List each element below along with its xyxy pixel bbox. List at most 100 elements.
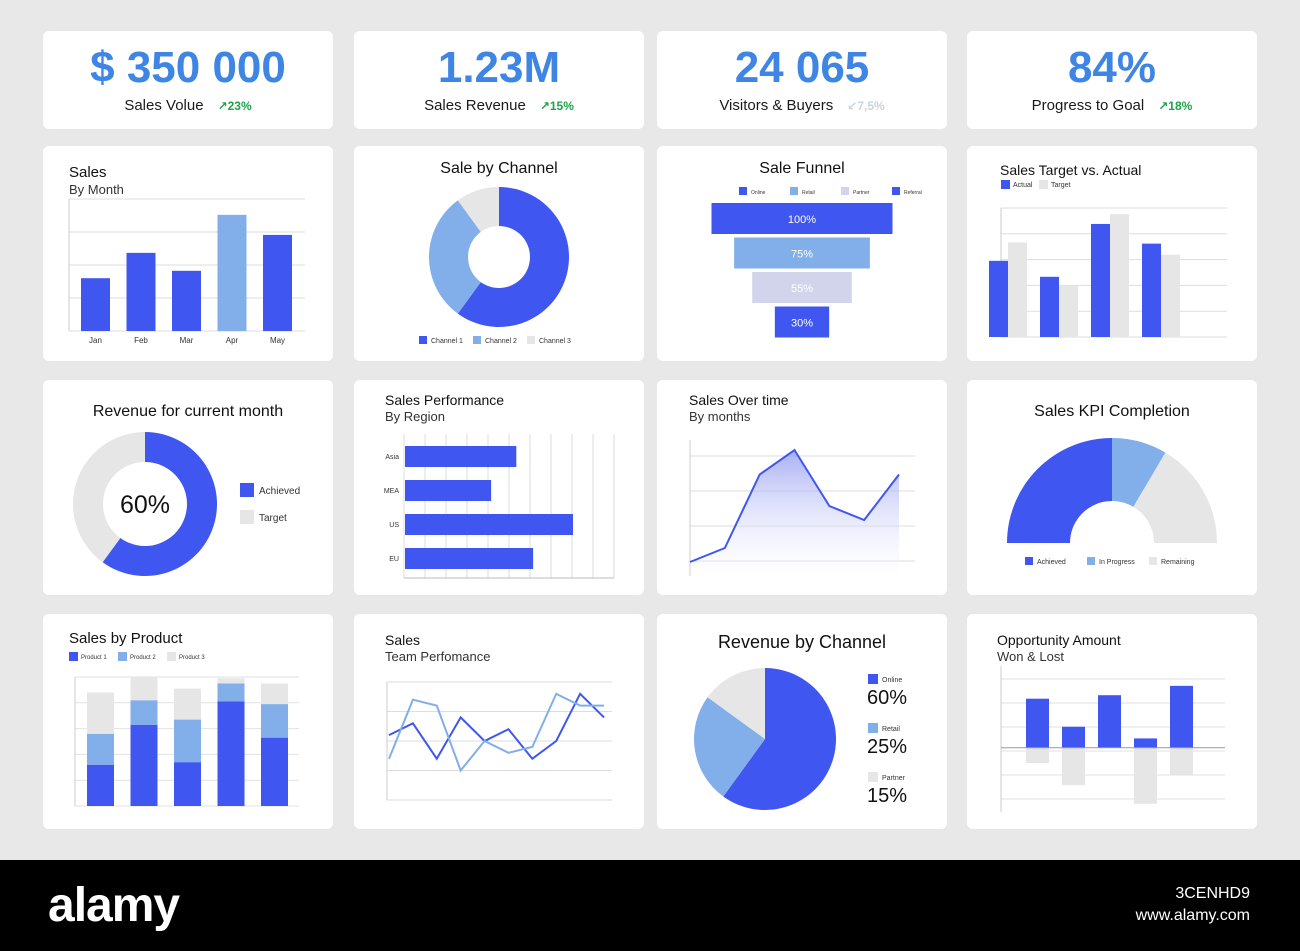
x-tick-label: May <box>270 336 285 345</box>
chart-title: Sales <box>69 164 107 181</box>
bar <box>1091 223 1110 337</box>
legend-label: Partner <box>853 190 870 196</box>
chart-title: Sales by Product <box>69 630 183 647</box>
kpi-delta: 7,5% <box>857 99 885 113</box>
stacked-segment <box>130 677 158 701</box>
kpi-card-visitors: 24 065 Visitors & Buyers ↙7,5% <box>657 31 947 129</box>
kpi-label: Sales Volue <box>124 97 204 114</box>
kpi-value: 84% <box>1067 43 1157 92</box>
chart-subtitle: Won & Lost <box>997 649 1064 664</box>
funnel-label: 75% <box>791 249 813 261</box>
y-tick-label: MEA <box>384 488 400 495</box>
chart-card-kpi-completion: Sales KPI Completion Achieved In Progress… <box>967 380 1257 595</box>
legend-swatch <box>868 772 878 782</box>
pie-slice <box>723 668 836 810</box>
y-tick-label: Asia <box>385 454 399 461</box>
legend-swatch <box>473 336 481 344</box>
series-line <box>689 448 900 563</box>
funnel-label: 55% <box>791 283 813 295</box>
kpi-label: Visitors & Buyers <box>719 97 834 114</box>
legend-label: Referral <box>904 190 922 196</box>
funnel-stage <box>711 203 893 234</box>
image-id: 3CENHD9 <box>1175 885 1250 902</box>
legend-swatch <box>1149 557 1157 565</box>
stacked-segment <box>87 733 114 765</box>
trend-up-icon: ↗ <box>1158 99 1169 113</box>
bar <box>81 278 110 331</box>
legend-swatch <box>1025 557 1033 565</box>
funnel-stage <box>774 306 830 338</box>
bar <box>405 548 534 569</box>
pie-slice <box>694 697 765 797</box>
legend-swatch <box>69 652 78 661</box>
kpi-delta: 15% <box>549 99 574 113</box>
funnel-label: 100% <box>788 214 816 226</box>
legend-label: Channel 3 <box>539 338 571 345</box>
legend-label: Remaining <box>1161 559 1195 566</box>
legend-swatch <box>167 652 176 661</box>
stacked-segment <box>130 724 158 806</box>
chart-subtitle: By Month <box>69 182 124 197</box>
legend-label: Retail <box>802 190 815 196</box>
trend-up-icon: ↗ <box>539 99 550 113</box>
value-label: 60% <box>867 687 907 709</box>
donut-slice <box>457 187 569 328</box>
chart-title: Revenue for current month <box>92 403 284 420</box>
chart-title: Sales Over time <box>689 392 789 408</box>
legend-label: Achieved <box>259 486 300 497</box>
kpi-card-progress: 84% Progress to Goal ↗18% <box>967 31 1257 129</box>
y-tick-label: EU <box>389 556 399 563</box>
stacked-segment <box>217 678 245 684</box>
chart-card-target-vs-actual: Sales Target vs. Actual Actual Target <box>967 146 1257 361</box>
bar <box>217 214 247 331</box>
chart-subtitle: Team Perfomance <box>385 649 491 664</box>
kpi-label: Progress to Goal <box>1031 97 1145 114</box>
chart-title: Sales KPI Completion <box>1034 403 1190 420</box>
chart-title: Opportunity Amount <box>997 632 1121 648</box>
legend-label: Channel 1 <box>431 338 463 345</box>
x-tick-label: Apr <box>226 336 239 345</box>
stacked-segment <box>87 764 114 806</box>
value-label: 25% <box>867 736 907 758</box>
chart-card-opportunity-amount: Opportunity Amount Won & Lost <box>967 614 1257 829</box>
bar-lost <box>1026 747 1049 763</box>
legend-swatch <box>868 723 878 733</box>
series-line <box>388 692 605 761</box>
legend-swatch <box>118 652 127 661</box>
y-tick-label: US <box>389 522 399 529</box>
chart-card-sale-funnel: Sale Funnel Online Retail Partner Referral 1… <box>657 146 947 361</box>
kpi-card-sales-volume: $ 350 000 Sales Volue ↗23% <box>43 31 333 129</box>
area-fill <box>690 450 899 576</box>
bar-won <box>1170 685 1193 748</box>
stacked-segment <box>261 683 288 705</box>
bar <box>1142 243 1161 337</box>
legend-swatch <box>1039 180 1048 189</box>
kpi-card-sales-revenue: 1.23M Sales Revenue ↗15% <box>354 31 644 129</box>
bar-won <box>1026 698 1049 748</box>
legend-label: Channel 2 <box>485 338 517 345</box>
x-tick-label: Jan <box>89 336 102 345</box>
chart-card-revenue-current-month: Revenue for current month 60% Achieved Tar… <box>43 380 333 595</box>
funnel-label: 30% <box>791 318 813 330</box>
funnel-stage <box>752 272 852 303</box>
kpi-value: 24 065 <box>734 43 870 92</box>
legend-label: In Progress <box>1099 559 1135 566</box>
legend-swatch <box>868 674 878 684</box>
trend-up-icon: ↗ <box>217 99 228 113</box>
legend-swatch <box>1001 180 1010 189</box>
legend-label: Online <box>882 677 902 684</box>
chart-card-revenue-by-channel: Revenue by Channel Online 60% Retail 25% Par… <box>657 614 947 829</box>
bar-lost <box>1062 747 1085 786</box>
kpi-delta: 23% <box>227 99 252 113</box>
legend-swatch <box>841 187 849 195</box>
stacked-segment <box>174 762 201 806</box>
legend-swatch <box>892 187 900 195</box>
bar-won <box>1134 738 1157 748</box>
donut-slice <box>102 432 218 576</box>
gauge-segment <box>1112 438 1166 507</box>
kpi-delta: 18% <box>1168 99 1193 113</box>
legend-swatch <box>527 336 535 344</box>
stacked-segment <box>217 701 245 806</box>
chart-title: Sale Funnel <box>759 160 845 177</box>
bar <box>172 270 201 331</box>
